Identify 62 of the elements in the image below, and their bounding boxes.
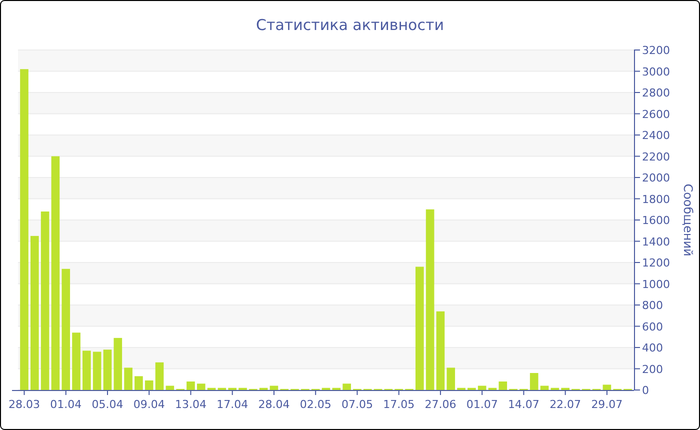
bar <box>530 373 538 390</box>
y-tick-label: 1200 <box>642 256 670 270</box>
x-tick-label: 28.04 <box>258 398 290 411</box>
bar <box>40 212 50 390</box>
chart-title: Статистика активности <box>256 16 444 34</box>
y-tick-label: 400 <box>642 342 663 354</box>
x-tick-label: 01.07 <box>466 398 498 411</box>
y-tick-label: 1400 <box>642 235 670 248</box>
bar <box>92 352 102 390</box>
y-tick-label: 2600 <box>642 108 670 121</box>
bar <box>342 384 351 390</box>
bar <box>124 368 132 390</box>
x-tick-label: 22.07 <box>550 398 582 411</box>
y-tick-label: 1600 <box>642 214 670 227</box>
y-tick-label: 0 <box>642 384 649 397</box>
bar <box>415 266 424 390</box>
y-tick-label: 1800 <box>642 192 670 206</box>
bar <box>602 384 612 390</box>
bar <box>62 268 70 390</box>
x-tick-label: 27.06 <box>424 398 456 411</box>
bar <box>478 386 486 390</box>
bar <box>426 209 434 390</box>
bar <box>270 386 278 390</box>
y-tick-label: 3200 <box>642 44 670 57</box>
y-tick-label: 600 <box>642 320 663 334</box>
bar <box>134 376 143 390</box>
bar <box>72 332 80 390</box>
bar <box>436 311 445 390</box>
x-tick-label: 13.04 <box>174 398 206 411</box>
bar <box>144 380 154 390</box>
y-tick-label: 2000 <box>642 172 670 184</box>
bar <box>103 350 112 390</box>
x-tick-label: 01.04 <box>50 398 82 411</box>
x-tick-label: 29.07 <box>591 398 623 411</box>
bar <box>196 384 206 390</box>
y-tick-label: 3000 <box>642 65 670 78</box>
bar <box>166 386 174 390</box>
bar <box>20 69 28 390</box>
y-tick-label: 2800 <box>642 86 670 100</box>
bar <box>114 338 122 390</box>
y-tick-label: 800 <box>642 299 663 312</box>
bar <box>446 368 456 390</box>
x-tick-label: 02.05 <box>300 398 332 411</box>
y-tick-label: 2200 <box>642 150 670 164</box>
x-tick-label: 09.04 <box>133 398 165 411</box>
bar <box>540 386 549 390</box>
x-tick-label: 07.05 <box>341 398 373 411</box>
bar <box>82 350 91 390</box>
bar <box>30 236 39 390</box>
x-tick-label: 05.04 <box>92 398 124 411</box>
y-axis-title: Сообщений <box>681 184 695 256</box>
bar <box>51 156 60 390</box>
y-tick-label: 1000 <box>642 278 670 291</box>
bar <box>155 362 164 390</box>
bar <box>186 382 195 390</box>
x-tick-label: 14.07 <box>508 398 540 411</box>
y-tick-label: 2400 <box>642 129 670 142</box>
x-tick-label: 17.04 <box>216 398 248 411</box>
x-tick-label: 28.03 <box>8 398 40 411</box>
bar <box>498 382 508 390</box>
x-tick-label: 17.05 <box>383 398 415 411</box>
y-tick-label: 200 <box>642 362 663 376</box>
